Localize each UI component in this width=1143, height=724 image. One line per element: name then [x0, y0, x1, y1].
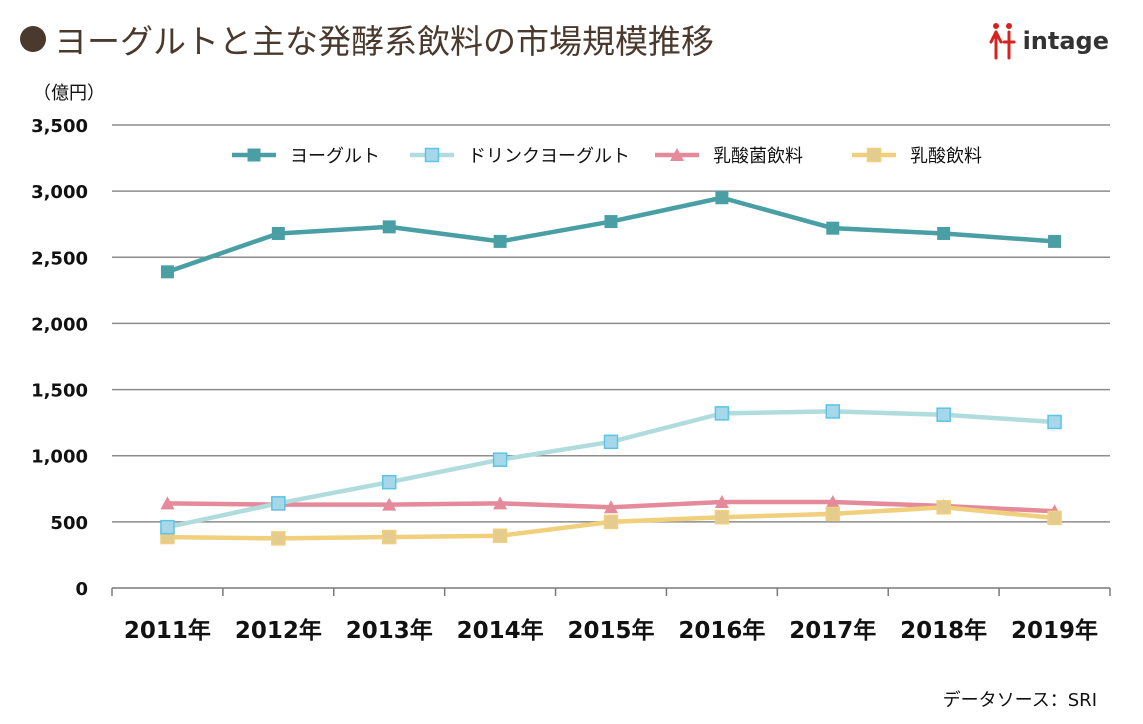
legend-marker [247, 148, 261, 162]
data-point [937, 226, 951, 240]
data-point [271, 531, 286, 546]
data-point [826, 221, 840, 235]
y-tick-label: 500 [50, 513, 88, 534]
series-line [166, 195, 1055, 274]
data-point [604, 215, 618, 229]
data-point [936, 407, 951, 422]
data-point [714, 509, 730, 525]
legend-item: 乳酸飲料 [852, 146, 982, 167]
data-point [271, 226, 285, 240]
legend-item: ドリンクヨーグルト [410, 146, 630, 167]
data-point [382, 220, 396, 234]
x-tick-label: 2012年 [235, 617, 322, 644]
data-point [271, 496, 286, 511]
x-tick-label: 2014年 [457, 617, 544, 644]
bullet-dot-icon [20, 26, 46, 52]
y-tick-label: 2,500 [31, 248, 88, 269]
x-tick-label: 2015年 [567, 617, 654, 644]
data-point [381, 529, 397, 545]
y-tick-label: 3,500 [31, 116, 88, 137]
data-point [1047, 414, 1062, 430]
x-tick-label: 2018年 [900, 617, 987, 644]
legend-marker [424, 147, 440, 163]
data-point [825, 506, 841, 522]
legend-label: 乳酸菌飲料 [713, 146, 803, 167]
legend-item: ヨーグルト [232, 146, 380, 167]
intage-logo-mark-icon [989, 23, 1016, 60]
x-tick-label: 2016年 [678, 617, 765, 644]
legend-label: 乳酸飲料 [910, 146, 982, 167]
x-tick-label: 2013年 [346, 617, 433, 644]
x-tick-label: 2017年 [789, 617, 876, 644]
data-point [825, 404, 841, 419]
data-point [603, 514, 619, 530]
x-tick-label: 2019年 [1011, 617, 1098, 644]
data-point [1048, 234, 1062, 248]
data-point [604, 500, 618, 514]
data-point [382, 497, 397, 511]
intage-logo: intage [987, 20, 1109, 62]
chart-title: ヨーグルトと主な発酵系飲料の市場規模推移 [54, 22, 714, 61]
y-axis-label: （億円） [33, 83, 105, 104]
legend-label: ドリンクヨーグルト [468, 146, 630, 167]
data-point [160, 496, 175, 510]
legend-marker [866, 147, 882, 163]
legend-item: 乳酸菌飲料 [655, 146, 803, 167]
y-tick-label: 3,000 [31, 182, 88, 203]
logo-text: intage [1022, 27, 1109, 55]
data-point [1047, 510, 1062, 526]
data-source: データソース：SRI [942, 690, 1097, 711]
data-point [381, 474, 397, 490]
data-point [825, 495, 840, 509]
data-point [492, 528, 508, 543]
data-point [493, 234, 507, 248]
data-point [714, 406, 730, 421]
data-point [492, 452, 508, 467]
data-point [936, 500, 951, 515]
data-point [160, 519, 175, 535]
data-point [603, 434, 619, 450]
legend-label: ヨーグルト [290, 146, 380, 167]
data-point [714, 495, 729, 509]
y-tick-label: 1,000 [31, 447, 88, 468]
y-tick-label: 2,000 [31, 314, 88, 335]
legend-marker [670, 148, 684, 161]
data-point [160, 265, 174, 279]
y-tick-label: 0 [75, 579, 88, 600]
chart-title-row: ヨーグルトと主な発酵系飲料の市場規模推移 [20, 14, 714, 64]
x-tick-label: 2011年 [124, 617, 211, 644]
data-point [493, 496, 508, 510]
data-point [715, 191, 729, 205]
y-tick-label: 1,500 [31, 381, 88, 402]
